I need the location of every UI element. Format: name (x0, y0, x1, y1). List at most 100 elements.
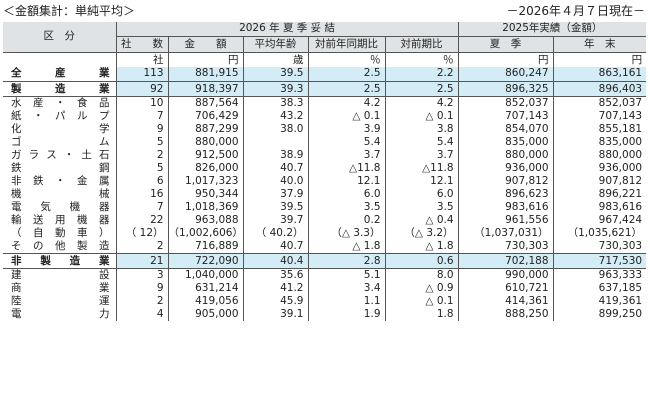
row-label-char: プ (99, 110, 110, 122)
cell-yearend: 707,143 (552, 110, 647, 123)
cell-amount: 963,088 (167, 214, 243, 227)
row-label-char: ス (46, 149, 57, 161)
cell-amount: 918,397 (167, 81, 243, 97)
row-label-char: 石 (98, 149, 110, 161)
row-label-char: の (33, 240, 44, 252)
cell-amount: （1,002,606） (167, 227, 243, 240)
cell-amount: 706,429 (167, 110, 243, 123)
cell-summer: 888,250 (457, 308, 554, 321)
row-label: 非鉄・金属 (3, 175, 116, 188)
cell-summer: 860,247 (457, 66, 554, 82)
row-label-char: 製 (77, 240, 88, 252)
cell-vs-prev: △ 0.9 (384, 282, 459, 295)
row-label-char: 車 (77, 227, 88, 239)
cell-yearend: 637,185 (552, 282, 647, 295)
cell-yoy: 12.1 (307, 175, 385, 188)
row-label-char: 産 (55, 67, 66, 80)
row-label-char: 商 (11, 282, 22, 294)
row-label-char: 業 (98, 254, 110, 267)
cell-companies: 113 (115, 66, 168, 82)
col-header-avg-age: 平均年齢 (242, 35, 308, 52)
row-label-char: ル (77, 110, 88, 122)
cell-vs-prev: △ 0.4 (384, 214, 459, 227)
cell-vs-prev: △11.8 (384, 162, 459, 175)
table-row: 電気機器 7 1,018,369 39.5 3.5 3.5 983,616 983,616 (3, 201, 647, 214)
cell-vs-prev: △ 0.1 (384, 295, 459, 308)
table-row: 電力 4 905,000 39.1 1.9 1.8 888,250 899,250 (3, 308, 647, 321)
cell-summer: 702,188 (457, 253, 554, 269)
cell-vs-prev: 3.7 (384, 149, 459, 162)
row-label-char: 非 (11, 254, 22, 267)
cell-vs-prev: 12.1 (384, 175, 459, 188)
row-label-char: 気 (40, 201, 51, 213)
cell-companies: 21 (115, 253, 168, 269)
row-label-char: 送 (33, 214, 44, 226)
cell-yoy: 2.5 (307, 81, 385, 97)
cell-amount: 912,500 (167, 149, 243, 162)
row-label-char: 陸 (11, 295, 22, 307)
row-label: 建設 (3, 268, 116, 282)
cell-avg-age: （ 40.2） (242, 227, 308, 240)
table-row: その他製造 2 716,889 40.7 △ 1.8 △ 1.8 730,303 730,30… (3, 240, 647, 254)
cell-vs-prev: 4.2 (384, 96, 459, 110)
cell-vs-prev: 5.4 (384, 136, 459, 149)
table-row: 機械 16 950,344 37.9 6.0 6.0 896,623 896,221 (3, 188, 647, 201)
row-label: 電力 (3, 308, 116, 321)
row-label-char: 運 (99, 295, 110, 307)
cell-companies: 16 (115, 188, 168, 201)
row-label-char: 機 (77, 214, 88, 226)
cell-companies: 5 (115, 162, 168, 175)
row-label-char: 用 (55, 214, 66, 226)
cell-yoy: 0.2 (307, 214, 385, 227)
cell-summer: 880,000 (457, 149, 554, 162)
cell-avg-age: 37.9 (242, 188, 308, 201)
header-period-2026: 2026 年 夏 季 妥 結 (115, 22, 459, 36)
row-label-char: 造 (99, 240, 110, 252)
row-label-char: 業 (99, 282, 110, 294)
cell-amount: 419,056 (167, 295, 243, 308)
cell-summer: 707,143 (457, 110, 554, 123)
unit-summer: 円 (457, 51, 554, 67)
row-label: ゴム (3, 136, 116, 149)
row-label-char: 電 (11, 308, 22, 320)
cell-avg-age: 35.6 (242, 268, 308, 282)
cell-yearend: 730,303 (552, 240, 647, 254)
cell-companies: 22 (115, 214, 168, 227)
cell-yoy: 3.9 (307, 123, 385, 136)
row-label-char: そ (11, 240, 22, 252)
col-header-vs-prev: 対前期比 (384, 35, 459, 52)
cell-vs-prev: 6.0 (384, 188, 459, 201)
cell-avg-age: 40.7 (242, 240, 308, 254)
cell-amount: 905,000 (167, 308, 243, 321)
cell-amount: 887,299 (167, 123, 243, 136)
row-label-char: ・ (33, 110, 44, 122)
cell-vs-prev: 3.8 (384, 123, 459, 136)
cell-amount: 887,564 (167, 96, 243, 110)
row-label: 商業 (3, 282, 116, 295)
unit-row: 社 円 歳 ％ ％ 円 円 (3, 51, 647, 67)
row-label-char: 建 (11, 269, 22, 281)
row-label-char: 械 (99, 188, 110, 200)
cell-yearend: 967,424 (552, 214, 647, 227)
cell-amount: 881,915 (167, 66, 243, 82)
cell-companies: 2 (115, 295, 168, 308)
row-label-char: 食 (77, 97, 88, 109)
row-label-char: ム (99, 136, 110, 148)
row-label: 電気機器 (3, 201, 116, 214)
cell-yoy: △ 1.8 (307, 240, 385, 254)
table-row: 商業 9 631,214 41.2 3.4 △ 0.9 610,721 637,185 (3, 282, 647, 295)
cell-yoy: △11.8 (307, 162, 385, 175)
row-label-char: 設 (99, 269, 110, 281)
cell-companies: 7 (115, 110, 168, 123)
cell-avg-age: 43.2 (242, 110, 308, 123)
row-label-char: 鋼 (99, 162, 110, 174)
cell-companies: 6 (115, 175, 168, 188)
row-label-char: ガ (11, 149, 22, 161)
row-label-char: 土 (81, 149, 92, 161)
row-label-char: 化 (11, 123, 22, 135)
cell-avg-age: 40.4 (242, 253, 308, 269)
table-row: 水産・食品 10 887,564 38.3 4.2 4.2 852,037 852,037 (3, 96, 647, 110)
row-label-char: 他 (55, 240, 66, 252)
unit-vs-prev: ％ (384, 51, 459, 67)
row-label-char: 製 (40, 254, 51, 267)
